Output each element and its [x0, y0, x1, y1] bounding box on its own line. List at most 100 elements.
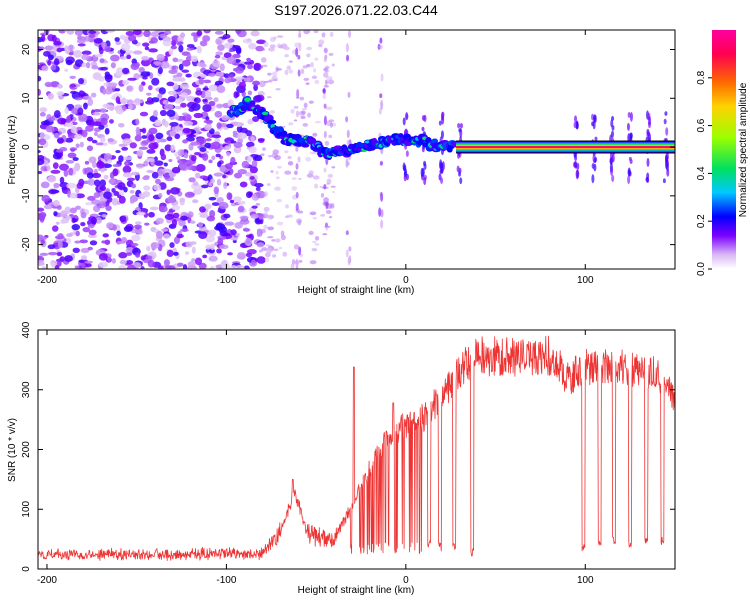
noise-blob — [241, 160, 250, 169]
noise-blob — [179, 83, 190, 90]
noise-blob — [52, 162, 59, 169]
noise-blob — [211, 202, 220, 206]
noise-blob — [229, 265, 238, 269]
noise-blob — [65, 137, 74, 143]
noise-blob — [202, 98, 208, 103]
noise-blob — [311, 75, 318, 80]
noise-blob — [210, 243, 215, 251]
noise-blob — [224, 145, 232, 150]
noise-blob — [180, 102, 187, 108]
noise-blob — [305, 156, 312, 162]
noise-blob — [323, 67, 327, 72]
noise-blob — [69, 75, 76, 80]
noise-blob — [127, 77, 137, 81]
noise-blob — [139, 111, 149, 117]
noise-blob — [227, 252, 233, 256]
noise-blob — [185, 136, 195, 142]
colorbar-tick-label: 0.8 — [696, 70, 707, 84]
noise-blob — [91, 139, 98, 144]
noise-blob — [258, 138, 265, 144]
streak-blob — [295, 258, 299, 269]
noise-blob — [112, 164, 122, 168]
spectrogram-y-tick-label: 10 — [21, 92, 32, 104]
noise-blob — [188, 107, 195, 112]
noise-blob — [38, 170, 43, 175]
noise-blob — [193, 97, 201, 104]
noise-blob — [162, 36, 172, 43]
noise-blob — [312, 217, 317, 220]
noise-blob — [100, 66, 108, 71]
noise-blob — [166, 81, 175, 87]
noise-blob — [166, 136, 173, 142]
noise-blob — [150, 242, 160, 249]
noise-blob — [51, 34, 57, 43]
spectrogram-x-tick-label: 100 — [577, 275, 594, 286]
noise-blob — [212, 59, 221, 68]
noise-blob — [297, 210, 304, 214]
streak-blob — [298, 246, 302, 256]
noise-blob — [75, 205, 82, 210]
noise-blob — [168, 69, 178, 75]
streak-blob — [323, 103, 327, 109]
noise-blob — [192, 199, 199, 204]
noise-blob — [195, 90, 203, 96]
noise-blob — [254, 154, 263, 162]
noise-blob — [90, 92, 97, 98]
noise-blob — [170, 144, 176, 152]
noise-blob — [270, 170, 274, 173]
noise-blob — [163, 233, 171, 239]
noise-blob — [39, 112, 46, 117]
noise-blob — [65, 215, 72, 220]
noise-blob — [238, 81, 247, 90]
noise-blob — [320, 193, 325, 198]
noise-blob — [177, 149, 185, 157]
noise-blob — [125, 260, 134, 265]
noise-blob — [151, 97, 160, 103]
streak-blob — [297, 54, 301, 60]
noise-blob — [266, 247, 274, 254]
noise-blob — [123, 225, 133, 232]
noise-blob — [186, 95, 196, 102]
noise-blob — [153, 184, 161, 191]
noise-blob — [268, 47, 275, 52]
noise-blob — [312, 175, 320, 180]
spectrogram-ridge-layer — [226, 95, 675, 160]
streak-blob — [324, 222, 328, 228]
noise-blob — [233, 146, 242, 154]
streak-blob — [348, 246, 352, 252]
noise-blob — [328, 119, 335, 122]
noise-blob — [216, 197, 224, 204]
streak-blob — [347, 30, 351, 38]
noise-blob — [57, 260, 62, 267]
noise-blob — [151, 77, 160, 86]
noise-blob — [250, 259, 256, 266]
noise-blob — [154, 160, 164, 166]
noise-blob — [164, 265, 173, 269]
streak-blob — [441, 111, 445, 118]
noise-blob — [88, 229, 97, 236]
noise-blob — [168, 48, 174, 56]
streak-blob — [325, 157, 329, 165]
noise-blob — [284, 170, 292, 175]
noise-blob — [150, 31, 161, 38]
noise-blob — [255, 186, 261, 192]
noise-blob — [51, 225, 59, 232]
noise-blob — [144, 222, 150, 226]
noise-blob — [56, 251, 63, 257]
noise-blob — [209, 265, 215, 269]
noise-blob — [68, 167, 74, 176]
noise-blob — [171, 204, 181, 211]
noise-blob — [285, 204, 289, 209]
noise-blob — [322, 233, 328, 236]
noise-blob — [64, 206, 71, 215]
noise-blob — [111, 187, 116, 193]
noise-blob — [118, 264, 127, 269]
noise-blob — [191, 154, 197, 162]
noise-blob — [182, 59, 191, 67]
noise-blob — [38, 88, 41, 96]
noise-blob — [228, 74, 235, 79]
noise-blob — [127, 104, 133, 110]
snr-x-tick-label: -100 — [216, 575, 236, 586]
noise-blob — [80, 247, 90, 254]
noise-blob — [57, 84, 63, 89]
